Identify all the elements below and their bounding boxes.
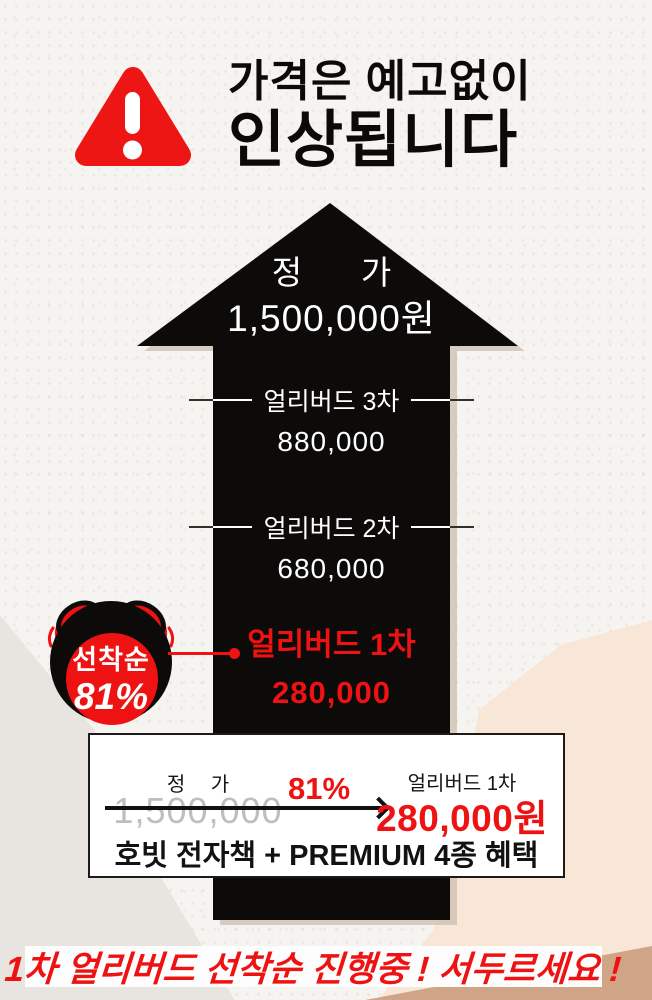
tier-label: 얼리버드 1차 [247,627,416,662]
badge-line1: 선착순 [72,645,150,675]
warning-triangle-icon [68,55,198,183]
tick-line-left [189,526,252,528]
footer-strip: 1차 얼리버드 선착순 진행중 ! 서두르세요 ! [4,946,623,989]
tick-line-right [411,526,475,528]
badge-connector-dot [229,648,240,659]
badge-text: 선착순 81% [46,638,176,715]
offer-from-price: 1,500,000 [113,790,283,831]
regular-price-label: 정 가 [271,254,416,291]
tier-earlybird-2: 얼리버드 2차 680,000 [189,509,475,585]
offer-to-price: 280,000원 [376,798,548,839]
badge-connector-line [168,652,232,655]
benefit-text: 호빗 전자책 + PREMIUM 4종 혜택 [114,840,539,872]
tier-label: 얼리버드 3차 [263,388,400,416]
offer-from-label: 정 가 [166,774,240,796]
offer-summary-box: 정 가 1,500,000 81% 얼리버드 1차 280,000원 호빗 전자… [88,733,565,878]
badge-line2: 81% [73,676,149,717]
page-title: 가격은 예고없이 인상됩니다 [228,60,532,172]
title-line2: 인상됩니다 [228,106,519,175]
tier-price: 280,000 [271,675,392,710]
tier-earlybird-1: 얼리버드 1차 280,000 [213,619,450,711]
tier-price: 880,000 [277,426,386,457]
alarm-clock-icon [47,600,175,725]
tick-line-left [189,399,252,401]
footer-urgency-text: 1차 얼리버드 선착순 진행중 ! 서두르세요 ! [3,950,623,989]
tier-price: 680,000 [277,553,386,584]
regular-price-value: 1,500,000원 [227,298,436,339]
title-line1: 가격은 예고없이 [228,57,532,106]
offer-to-label: 얼리버드 1차 [407,773,517,795]
discount-arrow-icon [105,806,385,810]
tick-line-right [411,399,475,401]
tier-label: 얼리버드 2차 [263,515,400,543]
first-come-badge: 선착순 81% [46,596,176,726]
tier-earlybird-3: 얼리버드 3차 880,000 [189,382,475,458]
discount-percent: 81% [287,771,351,806]
